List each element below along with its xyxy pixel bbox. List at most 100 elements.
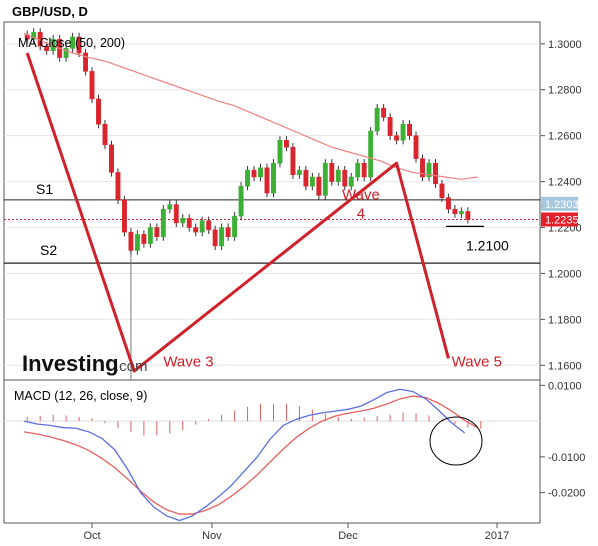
candle-down — [439, 183, 445, 198]
candle-down — [387, 117, 393, 136]
candle-down — [394, 135, 400, 141]
price-tick-label: 1.2000 — [548, 268, 582, 280]
candle-up — [335, 169, 341, 182]
candle-down — [329, 162, 335, 182]
candle-down — [452, 208, 458, 214]
candle-down — [225, 227, 231, 237]
candle-down — [115, 172, 121, 201]
candle-down — [283, 140, 289, 148]
candle-up — [271, 162, 276, 194]
candle-down — [121, 199, 127, 233]
wave-5-label: Wave 5 — [452, 353, 502, 370]
candle-down — [141, 234, 147, 244]
x-tick-label: 2017 — [485, 530, 509, 542]
candle-down — [96, 98, 101, 125]
price-tags: 1.2303 1.2235 — [541, 196, 579, 227]
candle-up — [322, 162, 328, 196]
logo-suffix: .com — [115, 358, 148, 375]
candle-up — [348, 176, 354, 187]
moving-average — [23, 32, 478, 180]
candle-up — [31, 32, 37, 40]
price-tick-label: 1.2600 — [548, 131, 582, 143]
wave-4-label: Wave 4 — [342, 186, 380, 222]
candle-down — [212, 229, 218, 247]
candle-up — [245, 169, 251, 187]
candle-up — [167, 204, 173, 210]
ma-legend: MA Close (50, 200) — [18, 36, 125, 50]
candle-up — [355, 162, 361, 178]
candle-down — [445, 197, 451, 210]
candle-down — [433, 162, 438, 185]
level-label-s2: S2 — [40, 242, 57, 258]
macd-panel — [3, 379, 541, 524]
ma50-line — [23, 32, 478, 180]
macd-tick-label: 0.0100 — [548, 380, 582, 392]
candle-down — [83, 52, 89, 72]
candle-up — [309, 176, 315, 187]
candlesticks — [24, 28, 471, 255]
candle-down — [407, 123, 413, 136]
price-tag-box — [541, 212, 578, 227]
candle-down — [465, 211, 471, 220]
candle-down — [173, 204, 179, 224]
price-tick-label: 1.2400 — [548, 177, 582, 189]
candle-down — [186, 218, 192, 228]
macd-tick-label: -0.0200 — [548, 488, 585, 500]
price-tick-label: 1.2800 — [548, 85, 582, 97]
candle-down — [44, 45, 50, 51]
x-tick-label: Oct — [83, 530, 100, 542]
candle-up — [134, 234, 140, 251]
x-tick-label: Dec — [338, 530, 358, 542]
macd-tick-label: -0.0100 — [548, 452, 585, 464]
macd-indicator — [23, 388, 483, 522]
candle-up — [232, 215, 238, 237]
candle-down — [76, 36, 82, 54]
candle-up — [238, 185, 244, 217]
candle-down — [102, 123, 108, 146]
candle-up — [277, 140, 283, 164]
elliott-wave-path — [25, 52, 450, 373]
target-label: 1.2100 — [466, 237, 509, 253]
price-tag-box — [541, 196, 578, 211]
candle-down — [206, 220, 212, 231]
candle-up — [70, 36, 76, 49]
candle-up — [180, 218, 186, 224]
macd-signal-line — [23, 395, 478, 515]
price-tick-label: 1.3000 — [548, 39, 582, 51]
macd-title: MACD (12, 26, close, 9) — [14, 389, 147, 403]
price-tick-label: 1.1600 — [548, 360, 582, 372]
price-tick-label: 1.1800 — [548, 314, 582, 326]
price-panel — [3, 21, 541, 381]
axes: 1.30001.28001.26001.24001.22001.20001.18… — [83, 39, 585, 542]
candle-up — [147, 227, 153, 244]
price-tag-label: 1.2235 — [545, 214, 579, 226]
candle-down — [361, 162, 367, 178]
candle-up — [368, 130, 374, 178]
macd-highlight-circle — [429, 416, 483, 466]
candle-up — [258, 167, 263, 178]
wave-4-number: 4 — [357, 205, 365, 222]
candle-down — [381, 107, 387, 118]
candle-down — [89, 71, 95, 100]
candle-up — [400, 123, 406, 141]
candle-down — [154, 227, 160, 237]
candle-down — [413, 135, 419, 159]
wave-3-label: Wave 3 — [163, 353, 213, 370]
wave-lines — [25, 52, 450, 373]
candle-down — [316, 176, 322, 196]
wave-4-word: Wave — [342, 186, 380, 203]
candle-up — [296, 169, 302, 175]
candle-down — [420, 158, 425, 178]
candle-down — [264, 167, 270, 194]
candle-down — [128, 231, 134, 251]
x-tick-label: Nov — [202, 530, 222, 542]
logo-brand: Investing — [22, 351, 119, 376]
candle-up — [458, 211, 464, 214]
candle-up — [219, 227, 225, 247]
candle-up — [63, 48, 69, 58]
candle-down — [251, 169, 257, 178]
macd-line — [23, 388, 466, 522]
candle-up — [426, 162, 432, 178]
candle-down — [193, 227, 199, 233]
